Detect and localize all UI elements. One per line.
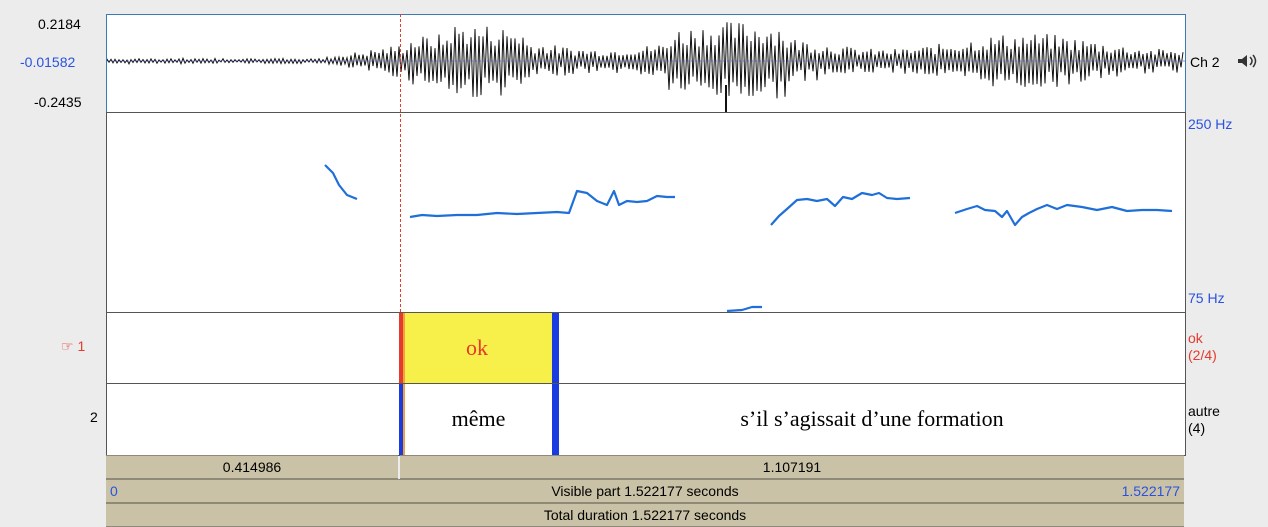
- speaker-icon-svg: [1238, 54, 1257, 68]
- tier2-interval-phrase[interactable]: s’il s’agissait d’une formation: [740, 406, 1004, 431]
- tier1-selected-interval[interactable]: ok: [402, 313, 552, 383]
- tier2-right-label: autre (4): [1188, 403, 1220, 437]
- tier1-boundary-right[interactable]: [552, 313, 559, 383]
- visible-start: 0: [110, 483, 118, 499]
- tier1-label[interactable]: ☞ 1: [61, 338, 85, 355]
- total-duration-bar[interactable]: Total duration 1.522177 seconds: [106, 503, 1184, 527]
- tier2-number[interactable]: 2: [90, 409, 98, 425]
- tier2-right-name: autre: [1188, 403, 1220, 419]
- pitch-segment: [324, 164, 358, 201]
- textgrid-panel[interactable]: ok même s’il s’agissait d’une formation: [106, 312, 1186, 456]
- tier1-right-name: ok: [1188, 330, 1203, 346]
- visible-part-bar[interactable]: 0 Visible part 1.522177 seconds 1.522177: [106, 479, 1184, 503]
- visible-part-text: Visible part 1.522177 seconds: [551, 483, 739, 499]
- waveform-min-label: -0.2435: [34, 94, 82, 110]
- pitch-segment: [726, 305, 762, 312]
- tier1-right-count: (2/4): [1188, 347, 1217, 363]
- tier1-number: 1: [77, 338, 86, 354]
- waveform-trace: [107, 22, 1184, 99]
- pitch-segment: [409, 189, 675, 219]
- pitch-segment: [770, 191, 911, 226]
- tier1-interval-text: ok: [466, 335, 488, 360]
- tier2-interval-meme[interactable]: même: [451, 406, 506, 431]
- tier1-boundary-left-highlight: [403, 313, 405, 383]
- pitch-svg: [324, 164, 1173, 312]
- pitch-contour: [324, 164, 1173, 312]
- speaker-icon[interactable]: [1236, 52, 1258, 70]
- waveform-max-label: 0.2184: [38, 16, 81, 32]
- channel-label: Ch 2: [1190, 54, 1220, 70]
- tier2-right-count: (4): [1188, 420, 1206, 436]
- tier2-boundary-left-highlight: [403, 384, 405, 455]
- visible-end: 1.522177: [1121, 483, 1180, 499]
- waveform-svg: [107, 22, 1185, 113]
- tier-divider: [107, 383, 1185, 384]
- tier2-boundary-left[interactable]: [399, 384, 403, 455]
- waveform-panel[interactable]: [106, 14, 1186, 114]
- pitch-top-label: 250 Hz: [1188, 116, 1233, 132]
- pitch-panel[interactable]: [106, 112, 1186, 313]
- time-bar-left-segment[interactable]: 0.414986: [106, 455, 398, 479]
- waveform-cursor-value: -0.01582: [20, 54, 76, 70]
- pitch-segment: [954, 203, 1173, 227]
- pitch-bottom-label: 75 Hz: [1188, 290, 1225, 306]
- tier1-right-label: ok (2/4): [1188, 330, 1217, 364]
- tier1-boundary-left[interactable]: [399, 313, 403, 383]
- tier2-boundary-right[interactable]: [552, 384, 559, 455]
- cursor-line: [400, 14, 401, 312]
- time-bar-selected-segment[interactable]: 1.107191: [400, 455, 1184, 479]
- pointing-hand-icon: ☞: [61, 338, 74, 354]
